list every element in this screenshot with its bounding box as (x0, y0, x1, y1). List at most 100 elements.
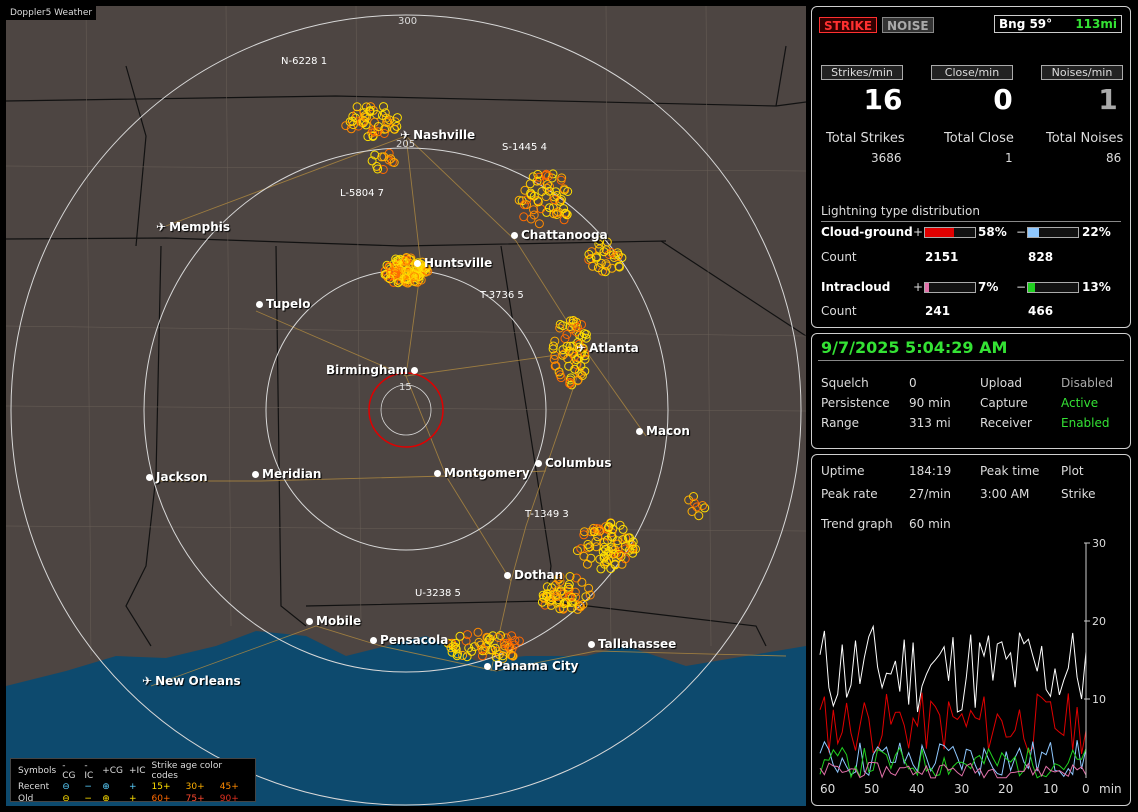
strike-marker (382, 118, 392, 127)
trend-series-line (819, 746, 1087, 779)
ic-negative-bar (1027, 282, 1079, 293)
strike-marker (351, 113, 361, 123)
datetime-display: 9/7/2025 5:04:29 AM (821, 338, 1008, 357)
lightning-map[interactable]: Doppler5 Weather 300 205 15 ✈ Nashville ✈… (6, 6, 806, 806)
strike-marker (537, 187, 547, 196)
cg-positive-count: 2151 (925, 250, 959, 264)
strike-marker (700, 503, 710, 513)
strike-marker (580, 348, 590, 358)
storm-callout[interactable]: N-6228 1 (281, 56, 328, 67)
strike-marker (589, 527, 599, 537)
city-dot-icon (504, 572, 511, 579)
noise-mode-button[interactable]: NOISE (882, 17, 934, 33)
strike-marker (607, 532, 617, 542)
airport-icon: ✈ (400, 128, 411, 142)
city-dothan[interactable]: Dothan (504, 568, 563, 582)
upload-value[interactable]: Disabled (1061, 376, 1114, 390)
age-code: 90+ (219, 794, 239, 804)
city-macon[interactable]: Macon (636, 424, 690, 438)
strike-marker (582, 559, 592, 569)
noises-per-min-header[interactable]: Noises/min (1041, 65, 1123, 80)
strike-marker (490, 643, 500, 653)
city-huntsville[interactable]: Huntsville (414, 256, 492, 270)
city-memphis[interactable]: ✈ Memphis (156, 220, 231, 234)
city-dot-icon (252, 471, 259, 478)
strike-marker (491, 652, 501, 662)
storm-callout[interactable]: L-5804 7 (340, 188, 384, 199)
city-chattanooga[interactable]: Chattanooga (511, 228, 608, 242)
strike-marker (631, 544, 640, 554)
city-tallahassee[interactable]: Tallahassee (588, 637, 676, 651)
trend-graph-span[interactable]: 60 min (909, 517, 951, 531)
city-tupelo[interactable]: Tupelo (256, 297, 311, 311)
strike-marker (380, 108, 390, 118)
strike-marker (446, 643, 456, 653)
strike-marker (476, 640, 486, 650)
strike-marker (698, 501, 708, 510)
strike-marker (614, 261, 624, 271)
x-tick-label: 30 (954, 782, 969, 796)
storm-callout[interactable]: S-1445 4 (502, 142, 547, 153)
ic-positive-pct: 7% (978, 280, 999, 294)
city-mobile[interactable]: Mobile (306, 614, 361, 628)
city-birmingham[interactable]: Birmingham (326, 363, 421, 377)
trend-series-line (819, 740, 1087, 778)
city-montgomery[interactable]: Montgomery (434, 466, 530, 480)
strike-marker (570, 364, 580, 374)
strike-marker (573, 322, 583, 332)
strike-marker (572, 573, 581, 583)
strike-marker (604, 522, 614, 532)
city-new-orleans[interactable]: ✈ New Orleans (142, 674, 241, 688)
city-nashville[interactable]: ✈ Nashville (400, 128, 476, 142)
x-tick-label: 60 (820, 782, 835, 796)
strike-marker (549, 354, 559, 364)
age-code: 45+ (219, 782, 239, 792)
strike-marker (559, 215, 569, 225)
strike-marker (529, 205, 538, 215)
receiver-value[interactable]: Enabled (1061, 416, 1110, 430)
peak-time-label: Peak time (980, 464, 1040, 478)
close-per-min-header[interactable]: Close/min (931, 65, 1013, 80)
total-noises-label: Total Noises (1046, 131, 1124, 146)
city-jackson[interactable]: Jackson (146, 470, 208, 484)
strike-marker (589, 523, 598, 533)
strike-marker (572, 360, 581, 369)
capture-value[interactable]: Active (1061, 396, 1099, 410)
strike-marker (591, 537, 601, 546)
strike-marker (379, 129, 389, 138)
storm-callout[interactable]: U-3238 5 (415, 588, 461, 599)
cg-count-label: Count (821, 250, 857, 264)
x-tick-label: 20 (998, 782, 1013, 796)
strike-marker (361, 120, 371, 130)
storm-callout[interactable]: T-3736 5 (480, 290, 524, 301)
plot-value[interactable]: Strike (1061, 487, 1096, 501)
strike-marker (381, 124, 391, 134)
strike-marker (550, 336, 560, 346)
city-dot-icon (588, 641, 595, 648)
distribution-title: Lightning type distribution (821, 204, 980, 218)
trend-series-line (819, 692, 1087, 754)
strike-marker (584, 249, 594, 259)
x-unit-label: min (1099, 782, 1122, 796)
strike-marker (598, 547, 608, 557)
strike-marker (520, 185, 530, 195)
city-panama-city[interactable]: Panama City (484, 659, 578, 673)
age-code: 30+ (185, 782, 205, 792)
legend-recent-label: Recent (18, 782, 50, 792)
close-range-ring (368, 372, 444, 448)
city-atlanta[interactable]: ✈ Atlanta (576, 341, 639, 355)
strike-marker (548, 341, 558, 351)
storm-callout[interactable]: T-1349 3 (525, 509, 569, 520)
pos-cg-old-icon: ⊕ (102, 794, 110, 804)
noises-per-min-value: 1 (1098, 83, 1118, 116)
city-columbus[interactable]: Columbus (535, 456, 612, 470)
status-panel: 9/7/2025 5:04:29 AM Squelch 0 Upload Dis… (811, 333, 1131, 449)
strike-marker (602, 535, 612, 545)
strike-marker (558, 345, 568, 355)
strike-marker (542, 582, 552, 592)
city-pensacola[interactable]: Pensacola (370, 633, 448, 647)
strike-mode-button[interactable]: STRIKE (819, 17, 878, 33)
strikes-per-min-header[interactable]: Strikes/min (821, 65, 903, 80)
city-meridian[interactable]: Meridian (252, 467, 321, 481)
strike-marker (548, 169, 558, 179)
